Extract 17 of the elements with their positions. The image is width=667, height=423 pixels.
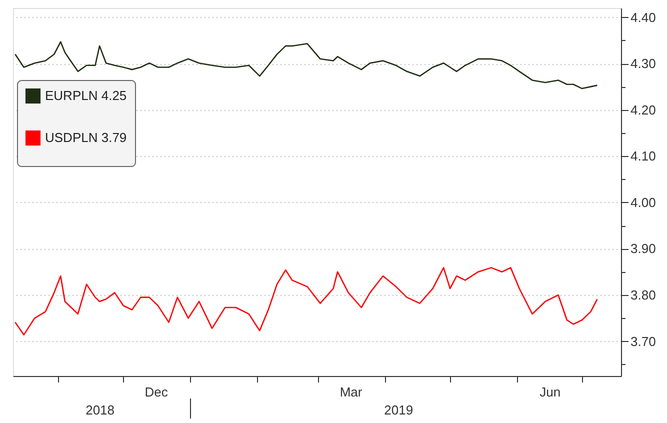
y-tick-label: 3.80 xyxy=(630,287,656,302)
y-tick-label: 4.20 xyxy=(630,102,656,118)
x-tick-label: Jun xyxy=(540,384,561,400)
line-series xyxy=(14,41,598,90)
x-tick-label: Dec xyxy=(144,384,168,400)
y-tick-label: 4.40 xyxy=(630,10,656,25)
line-series xyxy=(14,267,598,336)
y-tick-label: 4.00 xyxy=(630,194,656,210)
x2-tick-label: 2018 xyxy=(86,402,115,418)
x-tick-label: Mar xyxy=(340,384,363,400)
y-tick-label: 3.90 xyxy=(630,241,656,256)
y-tick-label: 4.30 xyxy=(630,56,656,72)
legend-label: EURPLN 4.25 xyxy=(45,88,127,103)
y-tick-label: 3.70 xyxy=(630,334,656,349)
x2-tick-label: 2019 xyxy=(384,402,414,418)
y-tick-label: 4.10 xyxy=(630,148,656,164)
legend-label: USDPLN 3.79 xyxy=(45,130,127,145)
